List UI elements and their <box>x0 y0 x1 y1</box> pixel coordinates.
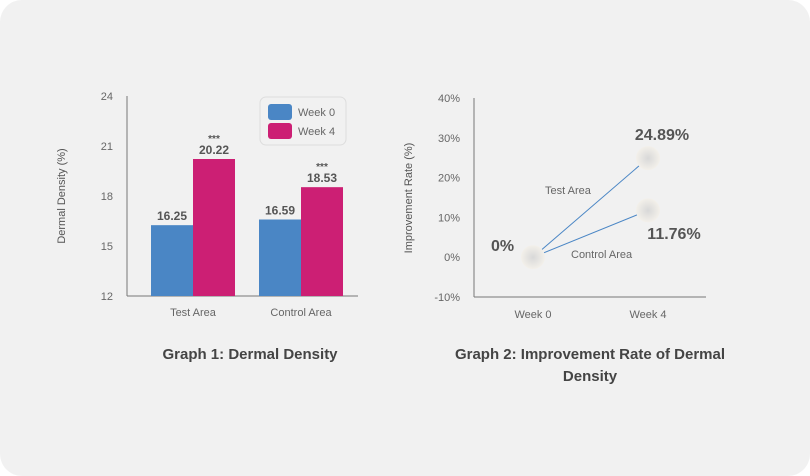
y-tick-label: 24 <box>101 91 113 103</box>
bar-week4 <box>193 159 235 296</box>
legend-label-week0: Week 0 <box>298 107 335 119</box>
y-tick-label: 20% <box>438 173 460 185</box>
y-tick-label: 18 <box>101 191 113 203</box>
y-tick-label: 15 <box>101 241 113 253</box>
line-chart: Improvement Rate (%) -10% 0% 10% 20% 30% 40% W… <box>403 93 706 321</box>
graph1-title: Graph 1: Dermal Density <box>162 346 338 363</box>
legend-swatch-week0 <box>268 104 292 120</box>
legend-label-week4: Week 4 <box>298 126 335 138</box>
series-label-test-area: Test Area <box>545 185 592 197</box>
x-tick-label: Week 0 <box>514 309 551 321</box>
y-tick-label: -10% <box>434 292 460 304</box>
y-tick-label: 10% <box>438 212 460 224</box>
data-point <box>521 245 545 270</box>
y-tick-label: 40% <box>438 93 460 105</box>
y-tick-label: 30% <box>438 133 460 145</box>
graph2-title: Graph 2: Improvement Rate of Dermal Dens… <box>454 346 726 385</box>
bar-value-label: 18.53 <box>307 171 337 185</box>
bar-value-label: 16.59 <box>265 204 295 218</box>
start-value-label: 0% <box>491 238 514 255</box>
bar-week0 <box>259 219 301 296</box>
y-axis-label: Improvement Rate (%) <box>403 143 415 254</box>
series-line <box>532 157 649 258</box>
series-label-control-area: Control Area <box>571 249 633 261</box>
y-tick-label: 12 <box>101 291 113 303</box>
bar-chart: Dermal Density (%) Week 0 Week 4 12 15 18 2… <box>56 91 358 319</box>
y-tick-label: 0% <box>444 252 460 264</box>
x-tick-label: Week 4 <box>629 309 666 321</box>
end-value-label: 11.76% <box>647 226 700 243</box>
legend: Week 0 Week 4 <box>259 96 347 146</box>
bar-value-label: 16.25 <box>157 209 187 223</box>
y-tick-label: 21 <box>101 141 113 153</box>
bar-week0 <box>151 225 193 296</box>
data-point <box>636 198 660 223</box>
significance-marker: *** <box>316 162 328 173</box>
y-axis-label: Dermal Density (%) <box>56 148 68 243</box>
bar-week4 <box>301 187 343 296</box>
end-value-label: 24.89% <box>635 127 689 144</box>
bar-value-label: 20.22 <box>199 143 229 157</box>
legend-swatch-week4 <box>268 123 292 139</box>
x-tick-label: Control Area <box>270 307 332 319</box>
series-line <box>532 209 649 258</box>
data-point <box>636 146 660 171</box>
x-tick-label: Test Area <box>170 307 217 319</box>
significance-marker: *** <box>208 134 220 145</box>
